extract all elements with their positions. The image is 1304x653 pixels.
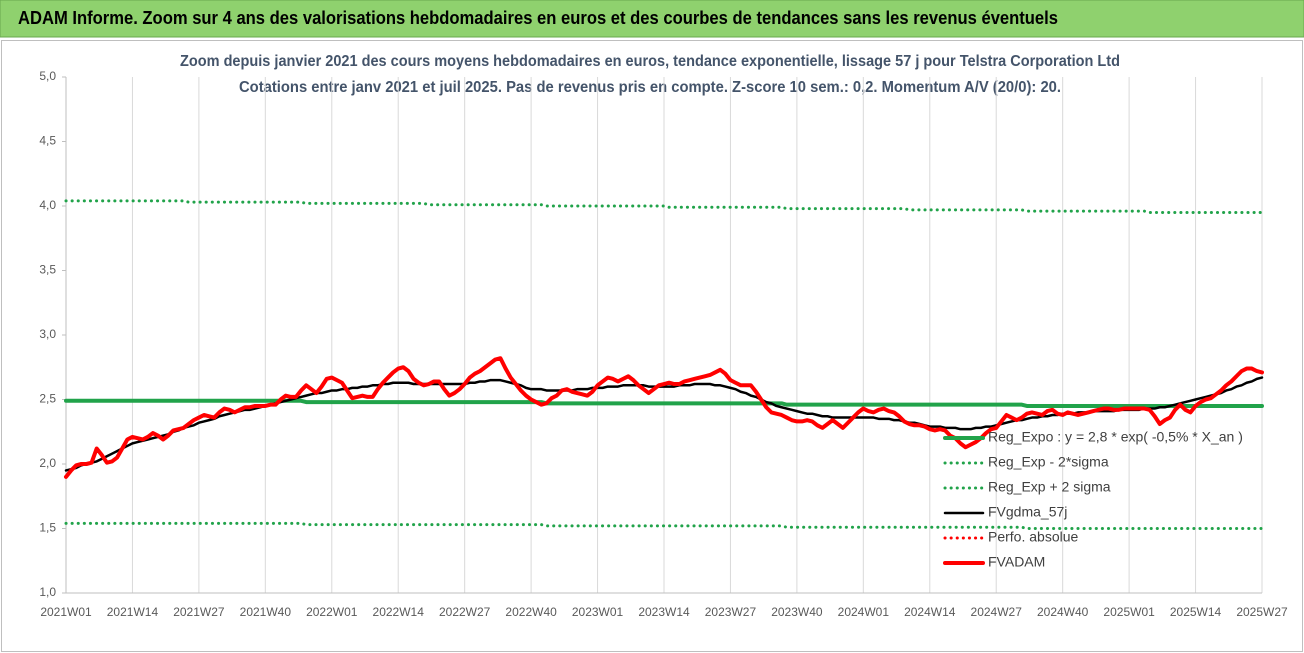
y-tick-label: 1,0	[39, 585, 56, 599]
x-tick-label: 2021W40	[240, 605, 292, 619]
series-line	[64, 521, 1264, 530]
legend-label: FVgdma_57j	[988, 504, 1067, 520]
y-tick-label: 5,0	[39, 69, 56, 83]
x-tick-label: 2023W40	[771, 605, 823, 619]
y-tick-label: 2,0	[39, 456, 56, 470]
x-tick-label: 2025W01	[1103, 605, 1155, 619]
y-tick-label: 2,5	[39, 392, 56, 406]
x-tick-label: 2022W01	[306, 605, 358, 619]
x-tick-label: 2023W14	[638, 605, 690, 619]
y-tick-label: 1,5	[39, 521, 56, 535]
x-tick-label: 2023W01	[572, 605, 624, 619]
x-tick-label: 2024W01	[838, 605, 890, 619]
x-tick-label: 2022W40	[505, 605, 557, 619]
y-tick-label: 3,0	[39, 327, 56, 341]
chart-frame	[1, 40, 1303, 652]
legend-label: FVADAM	[988, 554, 1045, 570]
series-line	[64, 199, 1264, 214]
x-tick-label: 2022W14	[373, 605, 425, 619]
x-tick-label: 2025W14	[1170, 605, 1222, 619]
legend-label: Reg_Exp - 2*sigma	[988, 454, 1109, 470]
series-line	[64, 398, 1264, 408]
x-tick-label: 2021W01	[40, 605, 92, 619]
x-tick-label: 2021W14	[107, 605, 159, 619]
x-tick-label: 2024W27	[971, 605, 1023, 619]
header-title: ADAM Informe. Zoom sur 4 ans des valoris…	[18, 8, 1058, 28]
y-tick-label: 4,0	[39, 198, 56, 212]
series-line	[64, 356, 1264, 479]
legend-label: Perfo. absolue	[988, 529, 1078, 545]
x-tick-label: 2024W40	[1037, 605, 1089, 619]
x-tick-label: 2021W27	[173, 605, 225, 619]
x-tick-label: 2022W27	[439, 605, 491, 619]
legend-label: Reg_Expo : y = 2,8 * exp( -0,5% * X_an )	[988, 429, 1243, 445]
header-bar	[0, 0, 1304, 38]
y-tick-label: 3,5	[39, 263, 56, 277]
chart-title: Zoom depuis janvier 2021 des cours moyen…	[180, 53, 1120, 70]
chart-subtitle: Cotations entre janv 2021 et juil 2025. …	[239, 79, 1061, 96]
x-tick-label: 2024W14	[904, 605, 956, 619]
legend-label: Reg_Exp + 2 sigma	[988, 479, 1111, 495]
y-tick-label: 4,5	[39, 134, 56, 148]
x-tick-label: 2025W27	[1236, 605, 1288, 619]
x-tick-label: 2023W27	[705, 605, 757, 619]
